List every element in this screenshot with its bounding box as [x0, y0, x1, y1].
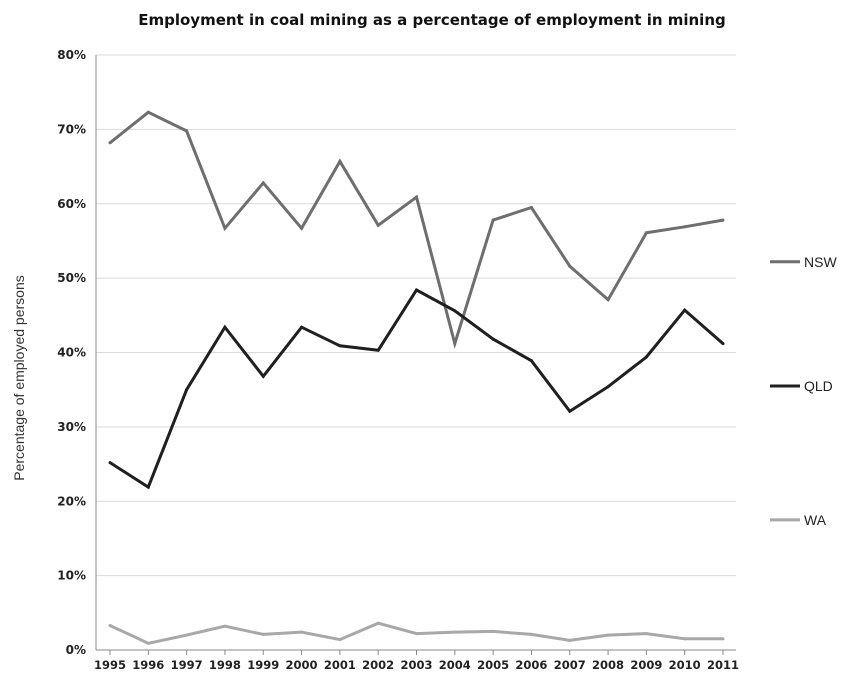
- data-point-qld: [376, 348, 380, 352]
- y-tick-label: 30%: [57, 420, 86, 434]
- data-point-wa: [300, 630, 304, 634]
- x-tick-label: 2010: [669, 658, 701, 672]
- data-point-wa: [721, 637, 725, 641]
- data-point-nsw: [453, 342, 457, 346]
- y-tick-label: 0%: [66, 643, 86, 657]
- data-point-nsw: [606, 298, 610, 302]
- legend: NSW QLD WA: [770, 254, 837, 528]
- data-point-nsw: [568, 264, 572, 268]
- x-tick-label: 2002: [362, 658, 394, 672]
- data-point-qld: [453, 309, 457, 313]
- data-point-wa: [453, 630, 457, 634]
- data-point-nsw: [223, 226, 227, 230]
- y-tick-label: 70%: [57, 122, 86, 136]
- data-point-wa: [185, 633, 189, 637]
- data-point-qld: [491, 337, 495, 341]
- data-point-qld: [146, 485, 150, 489]
- y-tick-label: 10%: [57, 569, 86, 583]
- x-tick-label: 1998: [209, 658, 241, 672]
- x-tick-label: 1999: [247, 658, 279, 672]
- data-point-wa: [376, 621, 380, 625]
- x-tick-label: 2008: [592, 658, 624, 672]
- data-point-wa: [108, 623, 112, 627]
- data-point-nsw: [146, 110, 150, 114]
- data-point-nsw: [108, 141, 112, 145]
- x-tick-label: 2007: [554, 658, 586, 672]
- x-tick-label: 1996: [132, 658, 164, 672]
- y-axis-label: Percentage of employed persons: [11, 275, 27, 480]
- x-tick-label: 2003: [400, 658, 432, 672]
- x-tick-label: 2009: [630, 658, 662, 672]
- data-point-qld: [185, 388, 189, 392]
- x-tick-label: 2005: [477, 658, 509, 672]
- data-point-wa: [415, 632, 418, 636]
- chart-title: Employment in coal mining as a percentag…: [138, 11, 726, 29]
- data-point-qld: [261, 374, 265, 378]
- x-tick-label: 1997: [171, 658, 203, 672]
- data-point-nsw: [338, 159, 342, 163]
- data-point-wa: [568, 638, 572, 642]
- data-point-nsw: [644, 231, 648, 235]
- data-point-qld: [300, 325, 304, 329]
- data-point-wa: [223, 624, 227, 628]
- data-point-nsw: [300, 226, 304, 230]
- x-tick-label: 2006: [515, 658, 547, 672]
- data-point-qld: [606, 385, 610, 389]
- data-point-wa: [261, 632, 265, 636]
- data-point-qld: [108, 461, 112, 465]
- x-tick-label: 2011: [707, 658, 739, 672]
- y-tick-label: 60%: [57, 197, 86, 211]
- data-point-wa: [683, 637, 687, 641]
- data-point-wa: [606, 633, 610, 637]
- data-point-qld: [721, 342, 725, 346]
- data-point-wa: [644, 632, 648, 636]
- y-tick-label: 80%: [57, 48, 86, 62]
- y-tick-labels: 0% 10% 20% 30% 40% 50% 60% 70% 80%: [57, 48, 86, 657]
- series-line-qld: [109, 288, 724, 490]
- data-point-qld: [644, 355, 648, 359]
- series-line-nsw: [109, 110, 724, 350]
- data-point-nsw: [491, 218, 495, 222]
- data-point-qld: [529, 359, 533, 363]
- y-tick-label: 50%: [57, 271, 86, 285]
- data-point-nsw: [683, 225, 687, 229]
- x-tick-label: 2000: [286, 658, 318, 672]
- x-tick-label: 1995: [94, 658, 126, 672]
- legend-label-nsw: NSW: [804, 254, 837, 270]
- series-lines: [108, 110, 725, 645]
- data-point-nsw: [261, 181, 265, 185]
- data-point-qld: [223, 325, 227, 329]
- gridlines: [95, 54, 736, 651]
- data-point-wa: [338, 638, 342, 642]
- data-point-nsw: [721, 218, 725, 222]
- x-tick-label: 2004: [439, 658, 471, 672]
- y-tick-label: 40%: [57, 346, 86, 360]
- data-point-wa: [491, 629, 495, 633]
- x-tick-label: 2001: [324, 658, 356, 672]
- data-point-qld: [415, 288, 418, 292]
- data-point-nsw: [415, 195, 418, 199]
- data-point-qld: [568, 409, 572, 413]
- x-tick-labels: 1995 1996 1997 1998 1999 2000 2001 2002 2003 2004…: [94, 650, 739, 672]
- data-point-nsw: [185, 129, 189, 133]
- data-point-qld: [683, 308, 687, 312]
- data-point-qld: [338, 344, 342, 348]
- data-point-wa: [529, 632, 533, 636]
- legend-label-wa: WA: [804, 512, 827, 528]
- legend-label-qld: QLD: [804, 378, 833, 394]
- data-point-wa: [146, 641, 150, 645]
- data-point-nsw: [529, 205, 533, 209]
- data-point-nsw: [376, 223, 380, 227]
- y-tick-label: 20%: [57, 494, 86, 508]
